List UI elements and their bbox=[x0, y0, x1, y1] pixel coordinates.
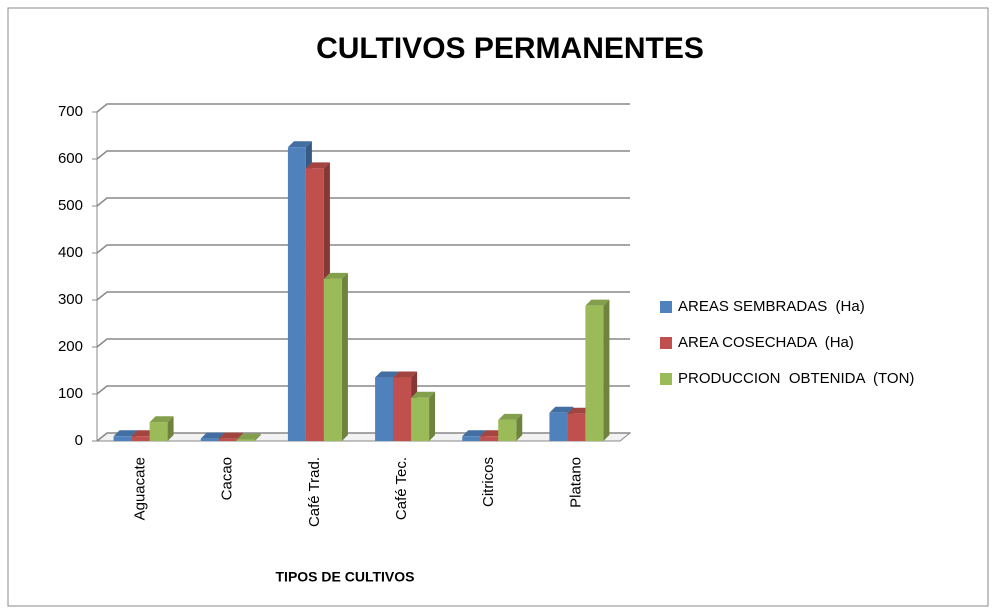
x-tick-label: Citricos bbox=[480, 457, 497, 507]
grid-line bbox=[96, 244, 630, 254]
bar bbox=[411, 397, 430, 441]
bar-top bbox=[200, 432, 225, 439]
bar-top bbox=[113, 430, 138, 437]
grid-line bbox=[96, 291, 630, 301]
bar bbox=[305, 168, 324, 441]
grid-line bbox=[96, 432, 630, 442]
bar bbox=[287, 147, 306, 441]
bar-top bbox=[462, 430, 487, 437]
legend-label: AREA COSECHADA (Ha) bbox=[678, 334, 854, 351]
bar bbox=[462, 436, 481, 441]
grid-line bbox=[96, 103, 630, 113]
legend-label: AREAS SEMBRADAS (Ha) bbox=[678, 298, 865, 315]
x-tick-label: Café Tec. bbox=[393, 457, 410, 520]
bar-top bbox=[287, 141, 312, 148]
bar-top bbox=[549, 406, 574, 413]
bar bbox=[549, 412, 568, 441]
bar bbox=[480, 436, 499, 441]
grid-line bbox=[96, 197, 630, 207]
bar-top bbox=[218, 432, 243, 439]
bar-top bbox=[305, 162, 330, 169]
x-axis-title: TIPOS DE CULTIVOS bbox=[276, 569, 415, 585]
y-tick-label: 100 bbox=[58, 385, 83, 402]
bar bbox=[218, 438, 237, 441]
back-wall bbox=[107, 104, 630, 433]
bar bbox=[393, 377, 412, 441]
y-tick-label: 200 bbox=[58, 338, 83, 355]
y-tick-label: 0 bbox=[75, 432, 83, 449]
x-tick-label: Cacao bbox=[219, 457, 236, 500]
bar-side bbox=[341, 272, 348, 441]
x-tick-label: Café Trad. bbox=[306, 457, 323, 527]
bar bbox=[236, 439, 255, 441]
bar-top bbox=[323, 272, 348, 279]
bar-side bbox=[167, 416, 174, 441]
bar-side bbox=[603, 299, 610, 441]
bar bbox=[200, 438, 219, 441]
bar-top bbox=[393, 371, 418, 378]
y-tick-label: 600 bbox=[58, 150, 83, 167]
bar bbox=[567, 413, 586, 441]
bar bbox=[323, 278, 342, 441]
bar-top bbox=[498, 413, 523, 420]
bar-top bbox=[411, 391, 436, 398]
grid-line bbox=[96, 150, 630, 160]
legend-label: PRODUCCION OBTENIDA (TON) bbox=[678, 370, 914, 387]
bar bbox=[131, 436, 150, 441]
legend-swatch bbox=[660, 301, 672, 313]
bar-top bbox=[375, 371, 400, 378]
bar-top bbox=[149, 416, 174, 423]
y-tick-label: 400 bbox=[58, 244, 83, 261]
bar-side bbox=[516, 413, 523, 441]
bar bbox=[375, 377, 394, 441]
bar bbox=[498, 419, 517, 441]
x-tick-label: Platano bbox=[567, 457, 584, 508]
legend-swatch bbox=[660, 337, 672, 349]
y-tick-label: 500 bbox=[58, 197, 83, 214]
y-tick-label: 700 bbox=[58, 103, 83, 120]
bar bbox=[113, 436, 132, 441]
x-tick-label: Aguacate bbox=[132, 457, 149, 520]
bar bbox=[585, 305, 604, 441]
chart-title: CULTIVOS PERMANENTES bbox=[316, 32, 704, 65]
bar-top bbox=[585, 299, 610, 306]
bar-side bbox=[254, 433, 261, 441]
y-tick-label: 300 bbox=[58, 291, 83, 308]
grid-line bbox=[96, 385, 630, 395]
grid-line bbox=[96, 338, 630, 348]
bar bbox=[149, 422, 168, 441]
bar-top bbox=[236, 433, 261, 440]
bar-side bbox=[429, 391, 436, 441]
legend-swatch bbox=[660, 373, 672, 385]
